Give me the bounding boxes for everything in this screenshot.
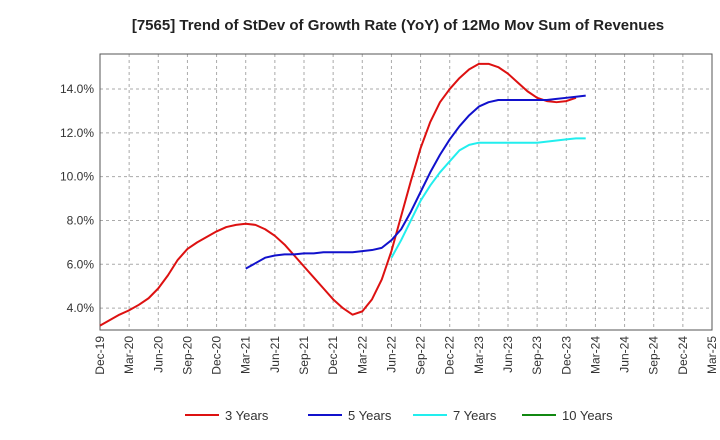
y-axis: 4.0% 6.0% 8.0% 10.0% 12.0% 14.0% — [60, 82, 94, 315]
legend-label: 3 Years — [225, 408, 269, 423]
y-tick-label: 10.0% — [60, 170, 94, 184]
legend: 3 Years 5 Years 7 Years 10 Years — [185, 408, 613, 423]
y-tick-label: 14.0% — [60, 82, 94, 96]
x-tick-label: Mar-24 — [588, 336, 602, 374]
x-tick-label: Mar-20 — [122, 336, 136, 374]
series-line-3-years — [99, 62, 577, 327]
x-tick-label: Mar-25 — [705, 336, 719, 374]
series-line-7-years — [390, 137, 586, 259]
x-tick-label: Dec-24 — [676, 336, 690, 375]
x-tick-label: Jun-24 — [618, 336, 632, 373]
grid-layer — [100, 54, 712, 330]
x-tick-label: Dec-19 — [93, 336, 107, 375]
legend-label: 10 Years — [562, 408, 613, 423]
series-layer — [99, 62, 586, 327]
plot-frame — [99, 53, 713, 331]
x-tick-label: Sep-23 — [530, 336, 544, 375]
x-tick-label: Mar-23 — [472, 336, 486, 374]
x-tick-label: Sep-20 — [180, 336, 194, 375]
x-tick-label: Mar-21 — [239, 336, 253, 374]
x-tick-label: Dec-23 — [559, 336, 573, 375]
x-tick-label: Mar-22 — [355, 336, 369, 374]
x-tick-label: Sep-24 — [647, 336, 661, 375]
y-tick-label: 8.0% — [67, 213, 95, 227]
legend-label: 5 Years — [348, 408, 392, 423]
x-tick-label: Dec-20 — [210, 336, 224, 375]
y-tick-label: 12.0% — [60, 126, 94, 140]
y-tick-label: 6.0% — [67, 257, 95, 271]
chart-title: [7565] Trend of StDev of Growth Rate (Yo… — [132, 17, 664, 34]
x-tick-label: Sep-21 — [297, 336, 311, 375]
legend-label: 7 Years — [453, 408, 497, 423]
x-axis: Dec-19 Mar-20 Jun-20 Sep-20 Dec-20 Mar-21 Jun-… — [93, 336, 719, 375]
x-tick-label: Dec-21 — [326, 336, 340, 375]
x-tick-label: Jun-20 — [151, 336, 165, 373]
x-tick-label: Jun-23 — [501, 336, 515, 373]
y-tick-label: 4.0% — [67, 301, 95, 315]
x-tick-label: Dec-22 — [443, 336, 457, 375]
x-tick-label: Jun-21 — [268, 336, 282, 373]
series-line-5-years — [245, 94, 586, 270]
x-tick-label: Jun-22 — [384, 336, 398, 373]
x-tick-label: Sep-22 — [414, 336, 428, 375]
